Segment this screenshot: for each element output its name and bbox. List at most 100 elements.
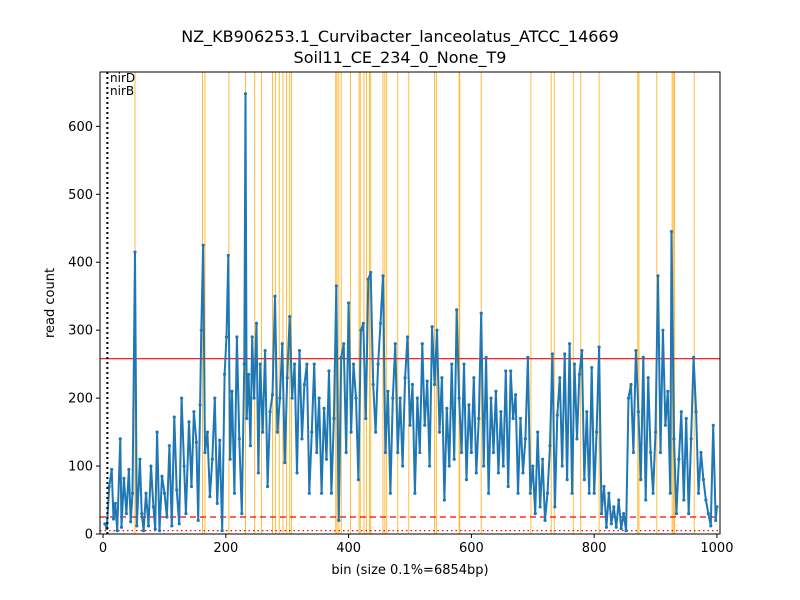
data-point: [248, 444, 252, 448]
x-tick-label: 800: [582, 541, 607, 556]
data-point: [553, 505, 557, 509]
data-point: [310, 430, 314, 434]
data-point: [506, 484, 510, 489]
data-point: [612, 505, 616, 509]
data-point: [220, 529, 224, 533]
data-point: [292, 362, 297, 366]
data-point: [228, 457, 232, 461]
chart-title-line-1: NZ_KB906253.1_Curvibacter_lanceolatus_AT…: [181, 27, 619, 46]
data-point: [408, 423, 412, 427]
data-point: [146, 524, 151, 528]
data-point: [464, 478, 469, 482]
data-point: [560, 464, 564, 468]
data-point: [706, 512, 710, 516]
data-point: [692, 355, 696, 359]
data-point: [450, 362, 454, 366]
data-point: [641, 355, 645, 359]
data-point: [141, 529, 146, 533]
data-point: [351, 362, 356, 366]
data-point: [254, 321, 259, 325]
data-point: [526, 355, 530, 359]
data-point: [381, 274, 385, 278]
data-point: [704, 498, 708, 502]
data-point: [597, 345, 601, 349]
data-point: [263, 348, 267, 353]
gene-label-nirb: nirB: [110, 84, 134, 98]
y-tick-label: 500: [68, 188, 93, 203]
data-point: [157, 529, 162, 533]
data-point: [516, 491, 520, 495]
data-point: [180, 396, 184, 400]
data-point: [144, 491, 148, 495]
data-point: [626, 396, 631, 400]
x-axis: 0 200 400 600 800 1000: [99, 534, 733, 556]
data-point: [682, 498, 686, 502]
data-point: [699, 450, 703, 455]
data-point: [666, 389, 670, 393]
data-point: [565, 478, 569, 482]
data-point: [403, 376, 407, 380]
data-point: [435, 328, 439, 332]
data-point: [548, 444, 552, 448]
data-point: [679, 410, 683, 414]
data-point: [587, 491, 591, 495]
data-point: [518, 416, 523, 421]
data-point: [383, 450, 388, 455]
data-point: [469, 450, 473, 455]
data-point: [631, 450, 636, 455]
data-point: [624, 529, 628, 533]
data-point: [184, 512, 188, 516]
y-tick-label: 200: [68, 392, 93, 407]
data-point: [322, 406, 326, 410]
data-point: [684, 416, 688, 421]
data-point: [509, 369, 513, 373]
data-point: [312, 362, 316, 366]
data-point: [413, 491, 417, 495]
data-point: [590, 365, 594, 370]
data-point: [663, 423, 667, 427]
data-point: [361, 321, 365, 325]
data-point: [300, 437, 304, 441]
data-point: [672, 437, 676, 441]
data-point: [531, 464, 535, 468]
y-axis-label: read count: [43, 268, 58, 338]
data-point: [334, 284, 338, 288]
data-point: [457, 396, 461, 400]
data-point: [714, 518, 718, 523]
data-point: [198, 403, 202, 407]
data-point: [103, 522, 107, 526]
data-point: [182, 464, 186, 468]
data-point: [129, 520, 133, 524]
data-point: [270, 393, 275, 397]
y-tick-label: 0: [85, 528, 93, 543]
data-point: [580, 348, 584, 353]
data-point: [201, 243, 205, 247]
data-point: [545, 491, 550, 495]
data-point: [167, 444, 171, 448]
data-point: [160, 474, 164, 478]
data-point: [218, 438, 222, 442]
data-point: [540, 457, 545, 461]
data-point: [474, 471, 478, 475]
data-point: [491, 450, 496, 455]
data-point: [213, 396, 217, 400]
data-point: [205, 430, 210, 434]
x-tick-label: 400: [336, 541, 361, 556]
data-point: [376, 362, 380, 366]
data-point: [196, 518, 200, 523]
data-point: [639, 478, 643, 482]
data-point: [327, 369, 331, 373]
data-point: [232, 491, 237, 495]
y-tick-label: 400: [68, 256, 93, 271]
data-point: [189, 484, 194, 489]
data-point: [356, 478, 361, 482]
data-point: [194, 440, 198, 444]
data-point: [285, 376, 289, 380]
data-point: [555, 413, 559, 417]
data-point: [127, 467, 131, 472]
data-point: [295, 471, 299, 475]
data-point: [651, 491, 655, 495]
data-point: [687, 512, 691, 516]
y-axis: 0 100 200 300 400 500 600: [68, 120, 100, 543]
